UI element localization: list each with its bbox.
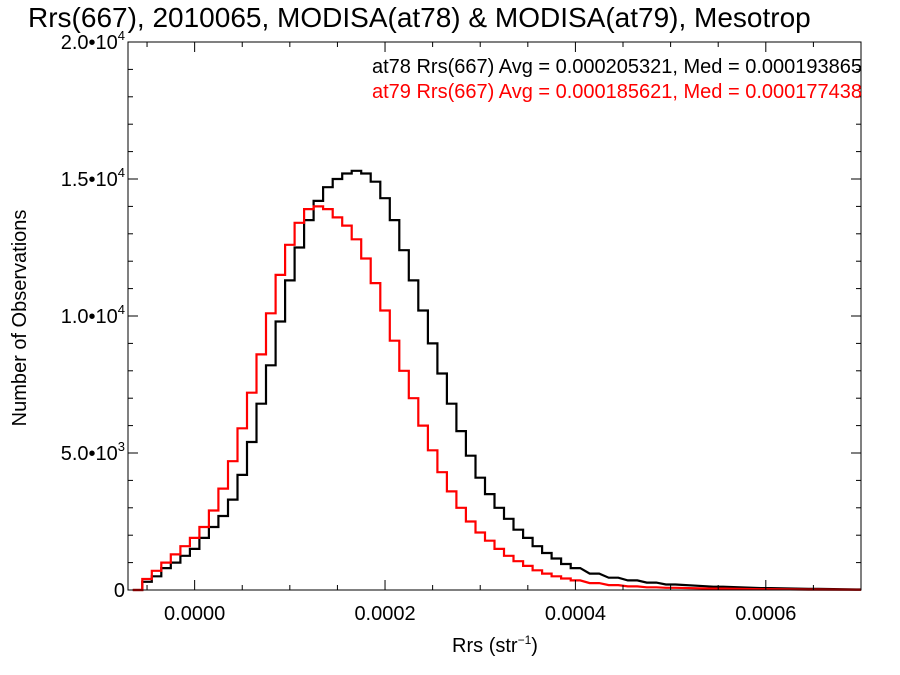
y-tick-labels: 0 5.0•103 1.0•104 1.5•104 2.0•104 xyxy=(61,28,125,602)
x-tick-label: 0.0002 xyxy=(354,603,415,625)
y-tick-label: 1.5•104 xyxy=(61,165,125,191)
x-tick-label: 0.0004 xyxy=(545,603,606,625)
x-axis-title-close: ) xyxy=(531,635,538,657)
x-axis-title-main: Rrs (str xyxy=(452,635,518,657)
x-axis-title-superscript: −1 xyxy=(518,633,532,647)
x-tick-label: 0.0006 xyxy=(735,603,796,625)
y-tick-label: 2.0•104 xyxy=(61,28,125,54)
y-axis-title: Number of Observations xyxy=(9,210,31,427)
chart-title: Rrs(667), 2010065, MODISA(at78) & MODISA… xyxy=(28,2,811,33)
x-tick-label: 0.0000 xyxy=(164,603,225,625)
annotation-at78: at78 Rrs(667) Avg = 0.000205321, Med = 0… xyxy=(372,56,862,78)
x-axis-title: Rrs (str−1) xyxy=(452,633,538,657)
series-line-at78 xyxy=(132,169,861,592)
series-line-at79 xyxy=(132,205,861,592)
x-tick-labels: 0.0000 0.0002 0.0004 0.0006 xyxy=(164,603,796,625)
y-tick-label: 1.0•104 xyxy=(61,302,125,328)
y-tick-label: 5.0•103 xyxy=(61,439,125,465)
y-tick-label: 0 xyxy=(114,580,125,602)
annotation-at79: at79 Rrs(667) Avg = 0.000185621, Med = 0… xyxy=(372,81,862,103)
tick-layer xyxy=(128,41,862,591)
series-layer xyxy=(132,169,861,592)
